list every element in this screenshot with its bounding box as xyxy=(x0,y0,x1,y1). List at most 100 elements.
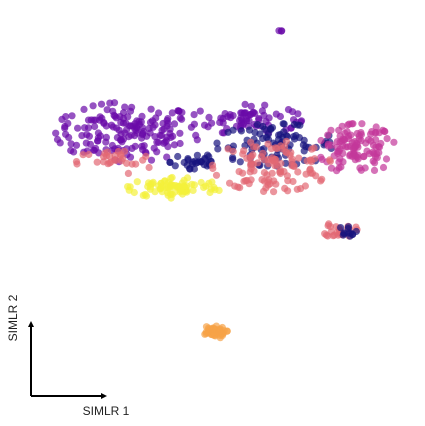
data-point-salmon xyxy=(239,150,247,158)
data-point-salmon xyxy=(105,152,114,160)
data-point-violet xyxy=(153,138,161,146)
data-point-violet xyxy=(168,109,176,117)
data-point-violet xyxy=(102,133,110,141)
data-point-magenta xyxy=(372,136,380,144)
data-point-magenta xyxy=(361,164,369,172)
data-point-magenta xyxy=(353,141,361,149)
data-point-violet xyxy=(176,139,184,148)
data-point-magenta xyxy=(317,136,325,145)
data-point-dark_navy xyxy=(166,158,174,166)
data-point-magenta xyxy=(324,131,332,139)
data-point-yellow xyxy=(142,192,151,200)
data-point-violet xyxy=(190,111,198,119)
data-point-violet xyxy=(146,129,154,137)
data-point-magenta xyxy=(341,129,349,137)
data-point-violet xyxy=(176,114,184,122)
data-point-yellow xyxy=(183,174,192,182)
data-point-salmon xyxy=(258,176,266,184)
data-point-magenta xyxy=(379,163,388,172)
data-point-yellow xyxy=(125,186,133,194)
data-point-dark_navy xyxy=(263,133,271,141)
data-point-salmon xyxy=(226,179,234,187)
data-point-violet xyxy=(166,125,174,133)
data-point-violet xyxy=(163,133,171,141)
data-point-violet xyxy=(192,131,200,139)
data-point-violet xyxy=(67,140,75,148)
data-point-salmon xyxy=(247,138,255,146)
data-point-magenta xyxy=(337,163,345,171)
data-point-salmon xyxy=(294,168,302,176)
data-point-yellow xyxy=(202,182,210,190)
data-point-salmon xyxy=(322,231,331,239)
data-point-violet xyxy=(176,129,184,137)
data-point-violet xyxy=(123,126,131,134)
data-point-violet xyxy=(169,132,177,140)
data-point-dark_navy xyxy=(261,125,269,133)
data-point-violet xyxy=(70,148,78,156)
data-point-violet xyxy=(62,130,70,138)
data-point-salmon xyxy=(117,157,125,165)
data-point-salmon xyxy=(265,160,273,168)
data-point-violet xyxy=(74,124,82,132)
data-point-violet xyxy=(126,107,135,115)
data-point-magenta xyxy=(381,127,389,136)
data-point-magenta xyxy=(368,128,376,136)
data-point-yellow xyxy=(189,186,197,194)
data-point-violet xyxy=(152,114,160,122)
data-point-dark_navy xyxy=(213,139,221,147)
data-point-violet xyxy=(190,120,198,128)
data-point-violet xyxy=(196,107,204,115)
data-point-salmon xyxy=(263,171,271,179)
data-point-dark_navy xyxy=(190,165,198,173)
data-point-dark_navy xyxy=(296,121,304,129)
data-point-violet xyxy=(85,132,93,140)
data-point-dark_navy xyxy=(268,124,277,132)
data-point-salmon xyxy=(284,187,292,195)
data-point-yellow xyxy=(171,188,179,196)
data-point-violet xyxy=(103,106,111,114)
y-axis-label: SIMLR 2 xyxy=(6,294,20,341)
data-point-magenta xyxy=(336,155,344,163)
data-point-salmon xyxy=(252,143,260,151)
data-point-salmon xyxy=(326,223,334,231)
data-point-salmon xyxy=(288,158,296,166)
data-point-violet xyxy=(140,142,148,150)
data-point-magenta xyxy=(335,147,343,155)
data-point-violet xyxy=(247,110,255,118)
data-point-violet xyxy=(96,113,104,121)
data-point-violet xyxy=(261,101,269,109)
data-point-violet xyxy=(102,122,110,130)
y-axis-arrowhead xyxy=(28,321,34,327)
data-point-violet xyxy=(138,112,146,120)
data-point-dark_navy xyxy=(184,155,192,163)
data-point-dark_navy xyxy=(224,128,232,136)
data-point-violet xyxy=(61,122,69,131)
data-point-yellow xyxy=(148,180,157,188)
data-point-dark_navy xyxy=(292,131,300,140)
data-point-violet xyxy=(163,153,171,161)
data-point-violet xyxy=(237,109,245,117)
data-point-salmon xyxy=(208,161,217,169)
data-point-violet xyxy=(201,121,209,129)
data-point-salmon xyxy=(100,153,108,161)
data-point-dark_navy xyxy=(253,121,261,129)
data-point-violet xyxy=(110,111,118,119)
data-point-violet xyxy=(125,133,133,141)
data-point-violet xyxy=(147,156,156,164)
data-point-dark_navy xyxy=(280,128,288,136)
data-point-violet xyxy=(241,100,249,108)
data-point-salmon xyxy=(132,160,140,168)
data-point-violet xyxy=(121,103,129,111)
data-point-yellow xyxy=(190,181,198,189)
data-point-salmon xyxy=(302,170,310,178)
data-point-violet xyxy=(135,118,143,126)
data-point-magenta xyxy=(342,143,350,151)
data-point-violet xyxy=(126,153,135,161)
data-point-dark_navy xyxy=(193,151,201,159)
axis-arrows xyxy=(28,321,107,399)
data-point-dark_navy xyxy=(300,147,308,155)
data-point-magenta xyxy=(355,132,363,140)
data-point-salmon xyxy=(312,172,320,180)
data-point-violet xyxy=(106,99,114,107)
data-point-dark_navy xyxy=(237,127,245,135)
